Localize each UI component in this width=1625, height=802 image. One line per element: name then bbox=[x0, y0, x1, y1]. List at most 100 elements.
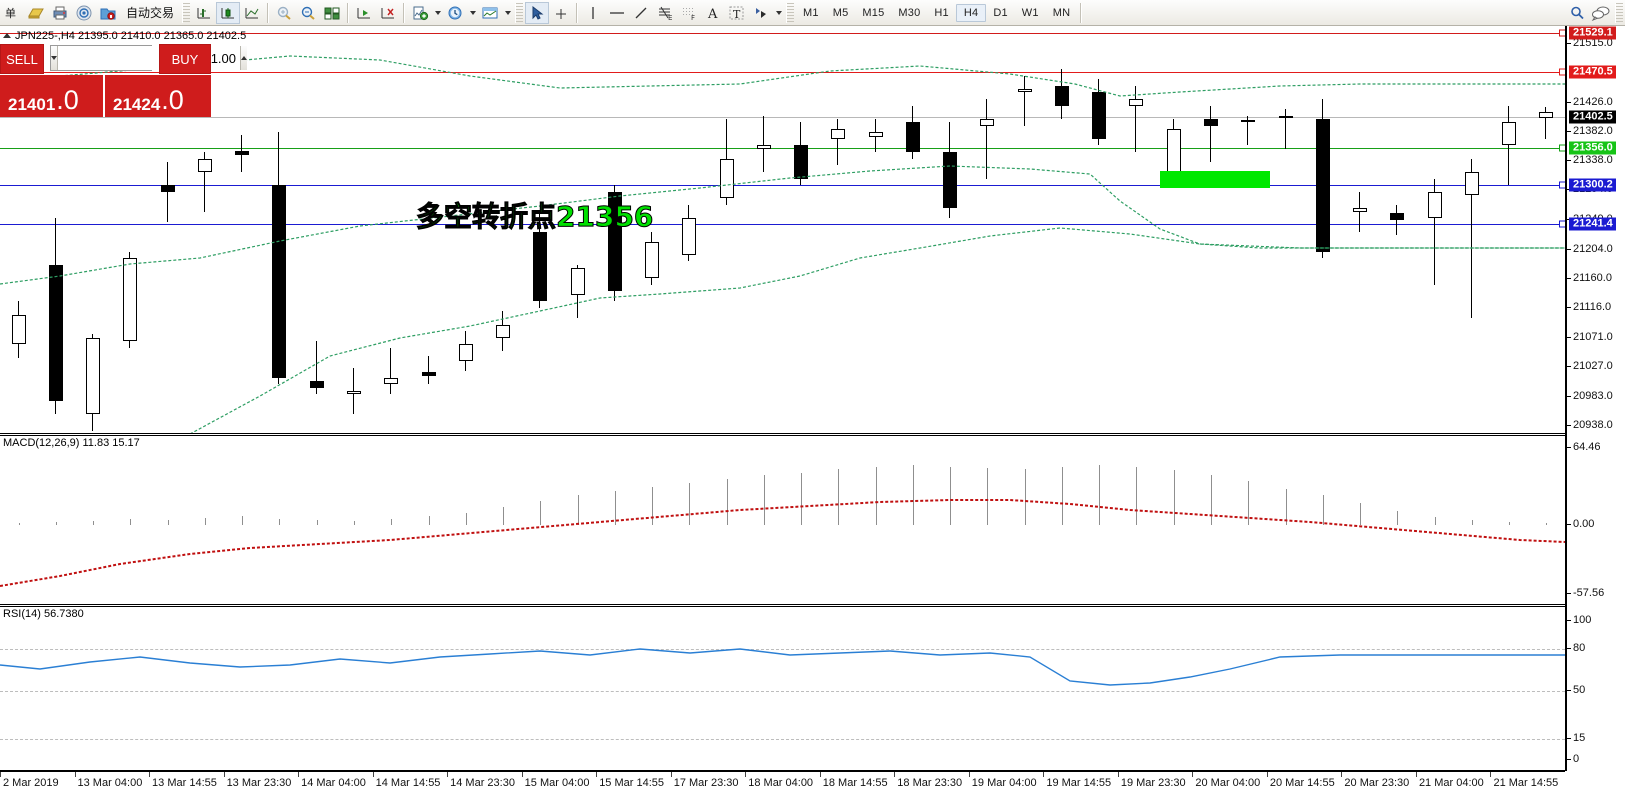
candlestick bbox=[309, 26, 324, 434]
toolbar-grip[interactable] bbox=[182, 2, 191, 23]
toolbar-separator bbox=[403, 2, 406, 23]
shapes-dropdown-icon[interactable] bbox=[773, 2, 784, 24]
candle-body bbox=[682, 218, 697, 255]
timeframe-h4[interactable]: H4 bbox=[955, 3, 987, 22]
equidistant-icon[interactable]: F bbox=[677, 2, 701, 24]
price-tick: 21116.0 bbox=[1567, 301, 1611, 313]
text-icon[interactable]: A bbox=[701, 2, 725, 24]
toolbar-grip[interactable] bbox=[515, 2, 524, 23]
search-icon[interactable] bbox=[1565, 2, 1589, 24]
price-pane[interactable]: 多空转折点21356 bbox=[0, 26, 1566, 434]
time-label: 21 Mar 04:00 bbox=[1418, 777, 1484, 789]
macd-histogram-bar bbox=[1546, 523, 1548, 526]
candlestick-chart-icon[interactable] bbox=[216, 1, 241, 24]
templates-dropdown-icon[interactable] bbox=[502, 2, 513, 24]
rsi-level-line bbox=[0, 739, 1565, 741]
lot-size-stepper[interactable] bbox=[50, 45, 247, 71]
toolbar-grip[interactable] bbox=[1615, 2, 1623, 23]
candlestick bbox=[1390, 26, 1405, 434]
printer-icon[interactable] bbox=[48, 2, 72, 24]
trendline-icon[interactable] bbox=[629, 2, 653, 24]
time-tick bbox=[596, 772, 598, 777]
chart-shift-icon[interactable] bbox=[376, 2, 400, 24]
lot-increase-button[interactable] bbox=[240, 46, 247, 70]
chat-icon[interactable] bbox=[1589, 2, 1613, 24]
add-indicator-dropdown-icon[interactable] bbox=[432, 2, 443, 24]
buy-price-display[interactable]: 21424 .0 bbox=[105, 75, 211, 117]
price-level-line[interactable] bbox=[0, 72, 1565, 74]
timeframe-m15[interactable]: M15 bbox=[862, 6, 885, 19]
timeframe-m30[interactable]: M30 bbox=[898, 6, 921, 19]
candle-body bbox=[794, 145, 809, 179]
candle-body bbox=[756, 145, 771, 149]
sell-button[interactable]: SELL bbox=[0, 44, 44, 74]
bar-chart-icon[interactable] bbox=[192, 2, 216, 24]
candlestick bbox=[570, 26, 585, 434]
candle-wick bbox=[427, 356, 429, 385]
timeframe-m5[interactable]: M5 bbox=[832, 6, 849, 19]
period-clock-icon[interactable] bbox=[443, 2, 467, 24]
price-tag: 21241.4 bbox=[1569, 217, 1616, 231]
price-scale[interactable]: 21515.021426.021382.021338.021294.021249… bbox=[1567, 26, 1625, 434]
vline-icon[interactable] bbox=[581, 2, 605, 24]
zoom-out-icon[interactable] bbox=[296, 2, 320, 24]
candle-body bbox=[1017, 89, 1032, 93]
auto-scroll-icon[interactable] bbox=[352, 2, 376, 24]
add-indicator-icon[interactable] bbox=[408, 2, 432, 24]
price-level-line[interactable] bbox=[0, 117, 1565, 119]
macd-histogram-bar bbox=[1471, 520, 1473, 526]
price-level-line[interactable] bbox=[0, 224, 1565, 226]
tile-windows-icon[interactable] bbox=[320, 2, 344, 24]
fibo-icon[interactable]: E bbox=[653, 2, 677, 24]
chart-area[interactable]: JPN225-,H4 21395.0 21410.0 21365.0 21402… bbox=[0, 26, 1625, 802]
templates-icon[interactable] bbox=[478, 2, 502, 24]
macd-histogram-bar bbox=[130, 519, 132, 526]
auto-trading-label[interactable]: 自动交易 bbox=[126, 6, 175, 20]
toolbar-grip[interactable] bbox=[786, 2, 795, 23]
collapse-triangle-icon[interactable] bbox=[3, 33, 11, 38]
symbol-info-line: JPN225-,H4 21395.0 21410.0 21365.0 21402… bbox=[0, 30, 246, 42]
macd-pane[interactable]: MACD(12,26,9) 11.83 15.17 bbox=[0, 435, 1565, 605]
candlestick bbox=[496, 26, 511, 434]
hline-icon[interactable] bbox=[605, 2, 629, 24]
gold-bar-icon[interactable] bbox=[24, 2, 48, 24]
timeframe-m1[interactable]: M1 bbox=[803, 6, 819, 19]
rsi-pane[interactable]: RSI(14) 56.7380 bbox=[0, 606, 1565, 771]
one-click-trading-panel[interactable]: SELL BUY 21401 .0 21424 .0 bbox=[0, 44, 247, 137]
cursor-icon[interactable] bbox=[525, 1, 550, 24]
time-label: 13 Mar 14:55 bbox=[152, 777, 217, 789]
candle-body bbox=[1204, 118, 1218, 126]
time-tick bbox=[447, 772, 449, 777]
sell-price-display[interactable]: 21401 .0 bbox=[0, 75, 103, 117]
candlestick bbox=[421, 26, 436, 434]
candlestick bbox=[1502, 26, 1517, 434]
price-tick: 20983.0 bbox=[1567, 390, 1613, 402]
shapes-icon[interactable] bbox=[749, 2, 773, 24]
timeframe-w1[interactable]: W1 bbox=[1021, 6, 1039, 19]
buy-button[interactable]: BUY bbox=[159, 44, 211, 74]
price-level-line[interactable] bbox=[0, 148, 1565, 150]
label-icon[interactable]: T bbox=[725, 2, 749, 24]
candlestick bbox=[384, 26, 399, 434]
crosshair-icon[interactable] bbox=[549, 2, 573, 24]
line-chart-icon[interactable] bbox=[240, 2, 264, 24]
price-level-line[interactable] bbox=[0, 33, 1565, 35]
candle-body bbox=[905, 122, 920, 153]
network-icon[interactable] bbox=[72, 2, 96, 24]
price-level-line[interactable] bbox=[0, 185, 1565, 187]
timeframe-d1[interactable]: D1 bbox=[993, 6, 1008, 19]
candle-body bbox=[1129, 98, 1144, 106]
zoom-in-icon[interactable] bbox=[272, 2, 296, 24]
folder-lock-icon[interactable] bbox=[96, 2, 120, 24]
candle-body bbox=[1502, 122, 1517, 146]
macd-histogram-bar bbox=[801, 473, 803, 526]
candle-body bbox=[570, 268, 585, 295]
time-label: 21 Mar 14:55 bbox=[1493, 777, 1559, 789]
timeframe-mn[interactable]: MN bbox=[1052, 6, 1071, 19]
period-dropdown-icon[interactable] bbox=[467, 2, 478, 24]
lot-decrease-button[interactable] bbox=[51, 46, 58, 70]
lot-size-input[interactable] bbox=[58, 46, 240, 70]
timeframe-h1[interactable]: H1 bbox=[934, 6, 949, 19]
menu-icon[interactable]: 单 bbox=[0, 2, 24, 24]
candle-body bbox=[421, 372, 436, 377]
